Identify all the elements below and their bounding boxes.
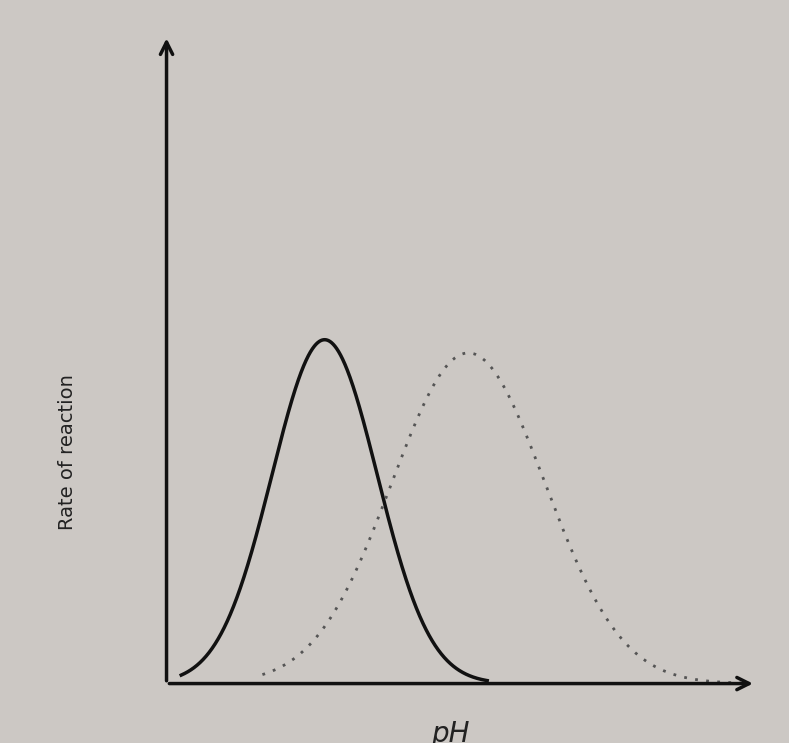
Text: Rate of reaction: Rate of reaction bbox=[58, 374, 77, 530]
Text: pH: pH bbox=[431, 720, 469, 743]
